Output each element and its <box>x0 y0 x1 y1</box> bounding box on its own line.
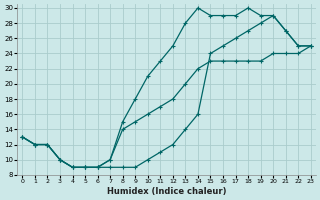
X-axis label: Humidex (Indice chaleur): Humidex (Indice chaleur) <box>107 187 226 196</box>
